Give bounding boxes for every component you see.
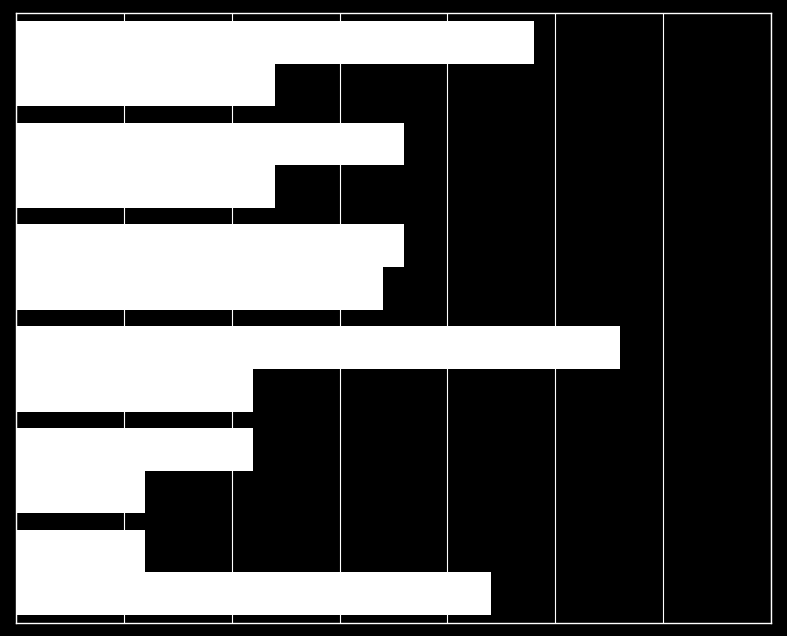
Bar: [16, 326, 620, 369]
Bar: [16, 225, 405, 267]
Bar: [16, 369, 253, 411]
Bar: [16, 530, 146, 572]
Bar: [16, 64, 275, 106]
Bar: [16, 123, 405, 165]
Bar: [16, 267, 382, 310]
Bar: [16, 471, 146, 513]
Bar: [16, 165, 275, 208]
Bar: [16, 21, 534, 64]
Bar: [16, 572, 490, 615]
Bar: [16, 428, 253, 471]
